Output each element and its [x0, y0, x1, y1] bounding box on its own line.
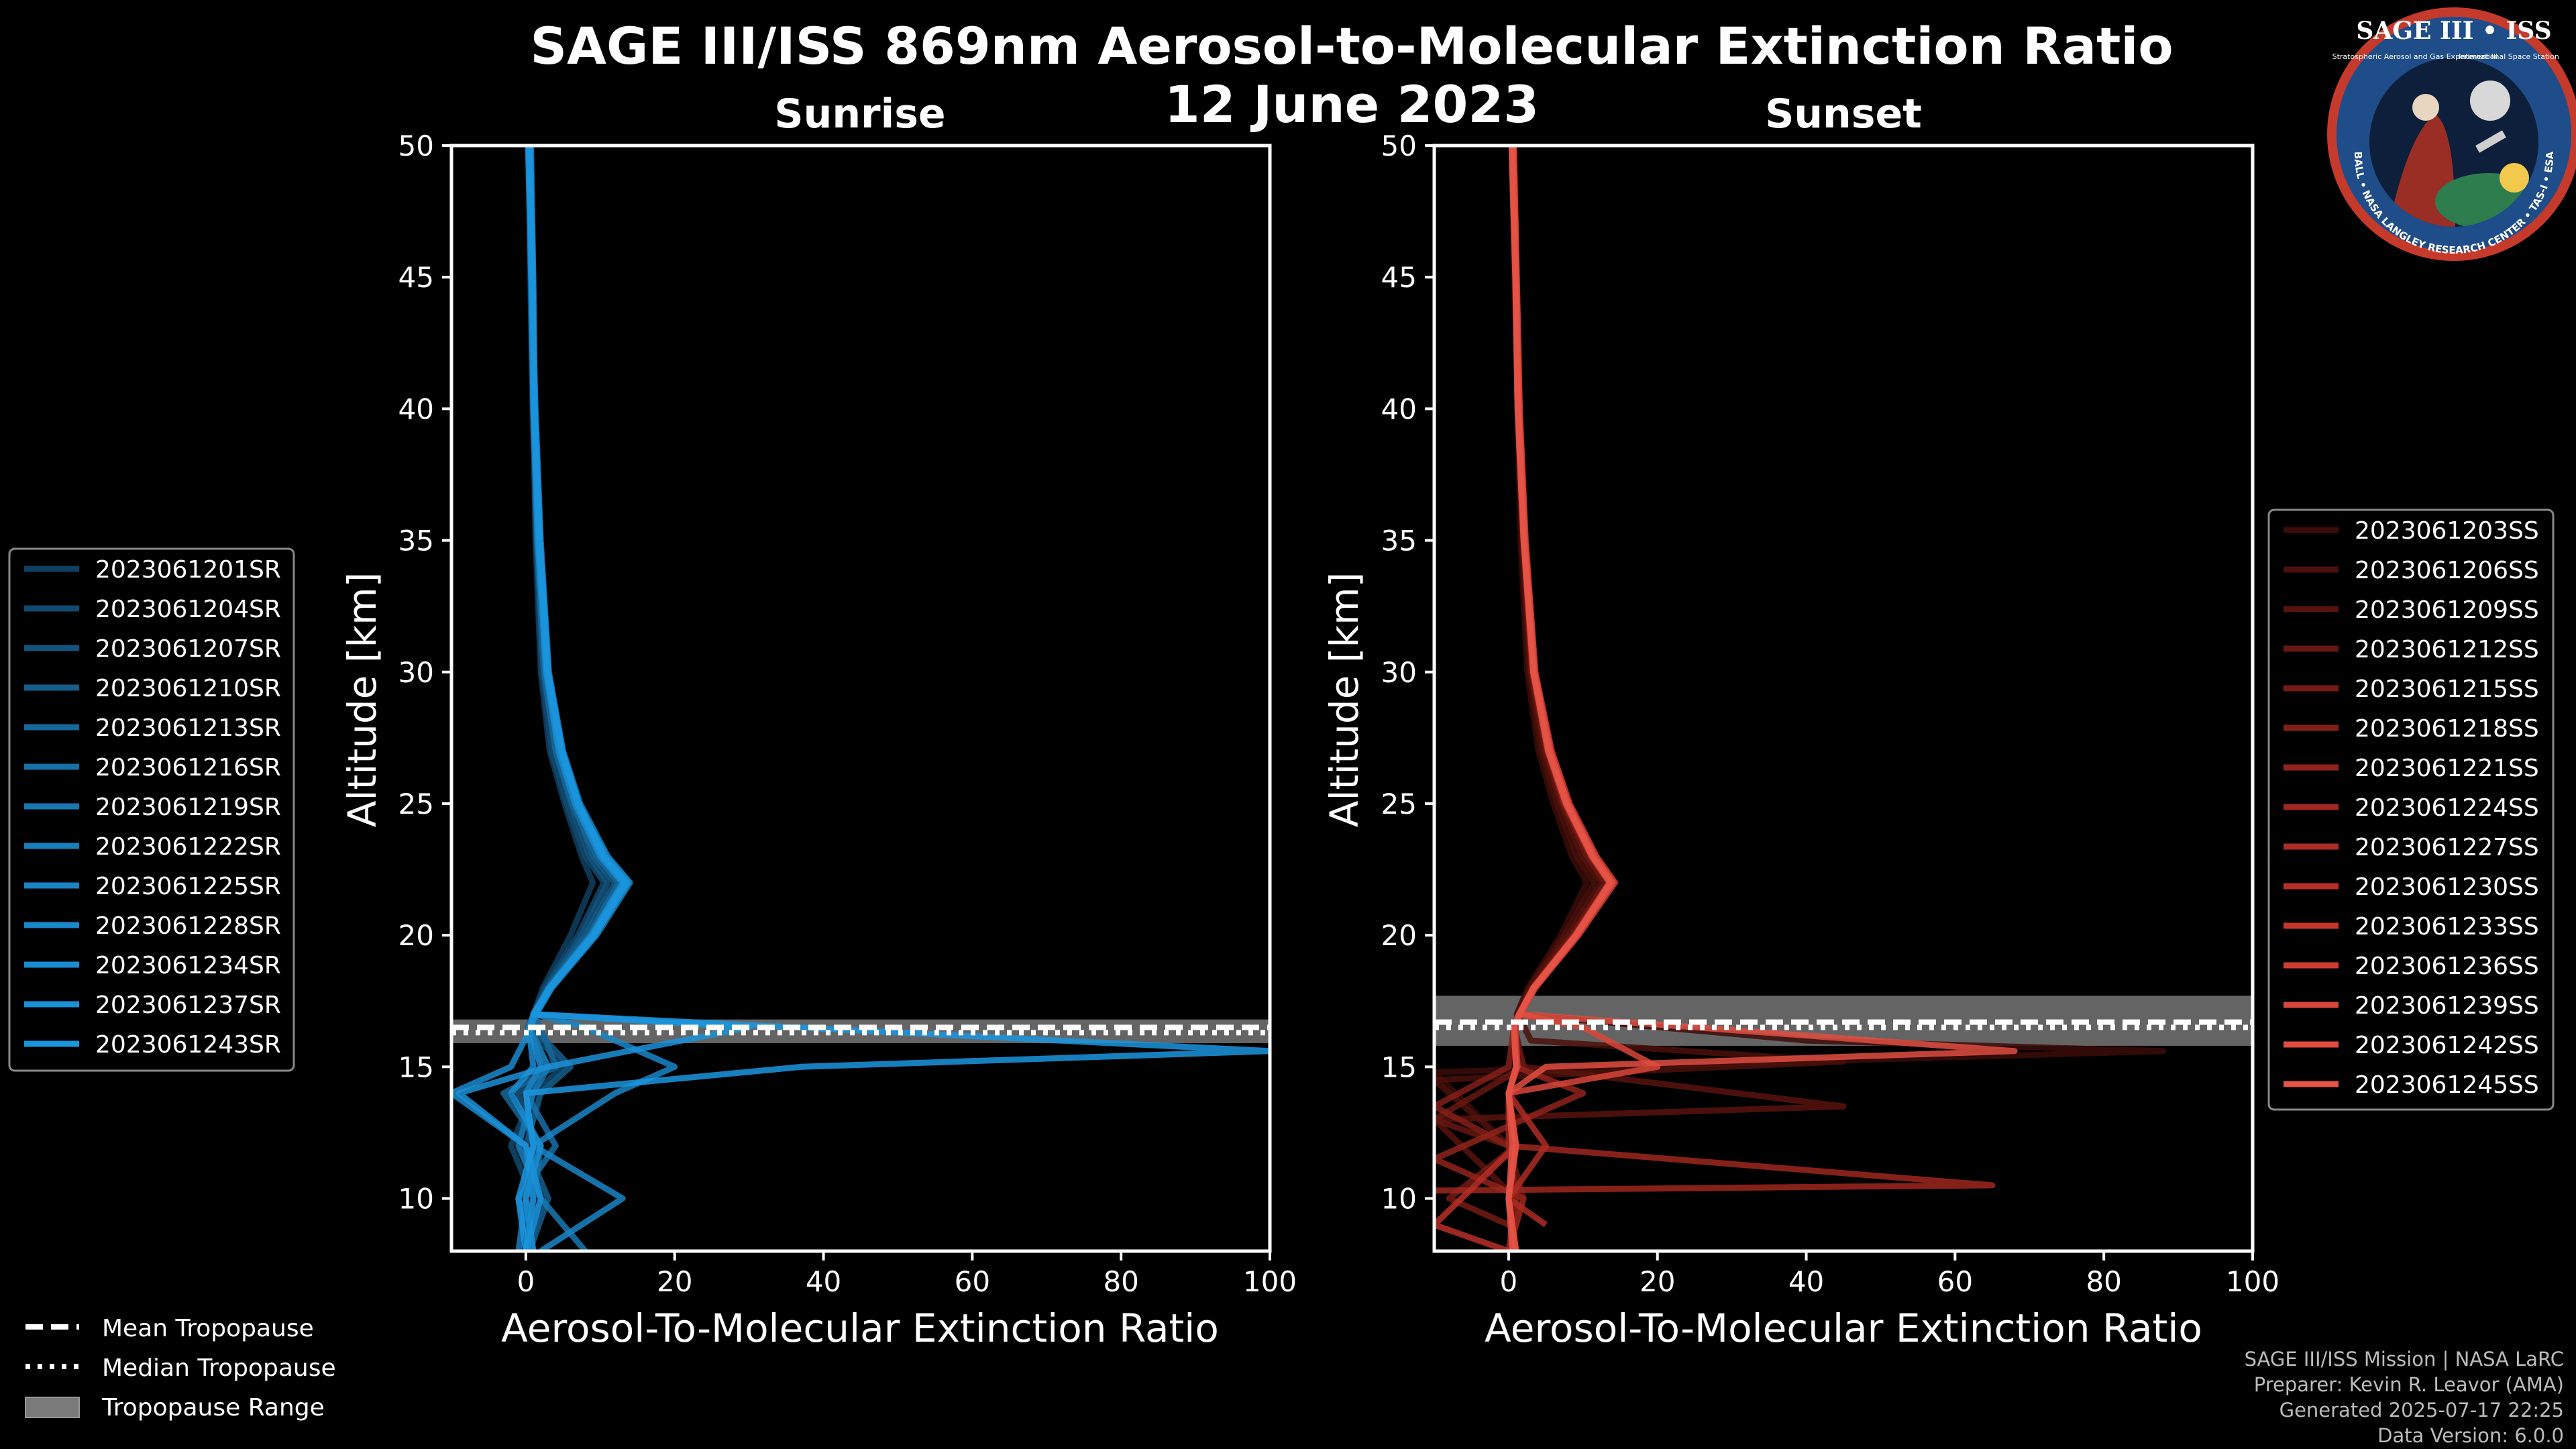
- logo-title: SAGE III • ISS: [2356, 17, 2551, 45]
- sunset-axes-frame: [1432, 144, 2255, 1253]
- credit-line: Data Version: 6.0.0: [2377, 1424, 2564, 1447]
- x-tick-label: 0: [517, 1265, 535, 1298]
- sunrise-legend: 2023061201SR 2023061204SR 2023061207SR 2023…: [8, 547, 295, 1072]
- y-tick-label: 45: [398, 261, 434, 294]
- legend-entry-label: 2023061225SR: [95, 873, 281, 900]
- x-tick-label: 0: [1500, 1265, 1518, 1298]
- legend-entry-label: 2023061227SS: [2355, 834, 2539, 861]
- legend-entry-label: 2023061201SR: [95, 556, 281, 584]
- sunrise-series-group: [451, 146, 1270, 1251]
- y-tick-label: 30: [1381, 656, 1417, 689]
- sunset-panel-title: Sunset: [1765, 91, 1922, 138]
- moon-icon: [2470, 80, 2510, 121]
- mission-logo: SAGE III • ISS Stratospheric Aerosol and…: [2327, 7, 2576, 261]
- median-tropopause-label: Median Tropopause: [102, 1354, 336, 1382]
- y-tick-label: 50: [1381, 129, 1417, 162]
- legend-entry-label: 2023061219SR: [95, 794, 281, 821]
- legend-entry-label: 2023061207SR: [95, 635, 281, 663]
- wizard-head-icon: [2412, 94, 2439, 121]
- credits: SAGE III/ISS Mission | NASA LaRC Prepare…: [2245, 1348, 2564, 1447]
- sunset-x-axis-label: Aerosol-To-Molecular Extinction Ratio: [1485, 1305, 2202, 1351]
- x-tick-label: 80: [2086, 1265, 2121, 1298]
- sunrise-legend-frame: [8, 547, 295, 1072]
- y-tick-label: 20: [1381, 919, 1417, 952]
- y-tick-label: 30: [398, 656, 434, 689]
- legend-entry-label: 2023061206SS: [2355, 557, 2539, 584]
- x-tick-label: 40: [806, 1265, 841, 1298]
- legend-entry-label: 2023061216SR: [95, 754, 281, 782]
- legend-entry-label: 2023061234SR: [95, 952, 281, 979]
- y-tick-label: 40: [398, 392, 434, 425]
- mean-tropopause-label: Mean Tropopause: [102, 1315, 314, 1342]
- tropopause-legend: Mean Tropopause Median Tropopause Tropop…: [25, 1315, 336, 1421]
- legend-entry-label: 2023061233SS: [2355, 913, 2539, 941]
- sunrise-panel: Sunrise Aerosol-To-Molecular Extinction …: [339, 91, 1297, 1351]
- logo-scene: [2388, 80, 2538, 227]
- sunset-legend-frame: [2267, 508, 2555, 1111]
- series-line-2023061245SS: [1505, 146, 1613, 1251]
- x-tick-label: 100: [1243, 1265, 1297, 1298]
- y-tick-label: 50: [398, 129, 434, 162]
- x-tick-label: 40: [1788, 1265, 1824, 1298]
- sun-icon: [2500, 163, 2529, 193]
- sunset-series-group: [1434, 146, 2167, 1251]
- figure-date: 12 June 2023: [1165, 74, 1539, 134]
- legend-entry-label: 2023061221SS: [2355, 755, 2539, 782]
- legend-entry-label: 2023061239SS: [2355, 992, 2539, 1020]
- y-tick-label: 25: [1381, 788, 1417, 820]
- legend-entry-label: 2023061242SS: [2355, 1032, 2539, 1059]
- legend-entry-label: 2023061230SS: [2355, 873, 2539, 901]
- legend-entry-label: 2023061228SR: [95, 912, 281, 940]
- x-tick-label: 60: [955, 1265, 990, 1298]
- y-tick-label: 10: [1381, 1183, 1417, 1216]
- credit-line: Generated 2025-07-17 22:25: [2279, 1399, 2564, 1421]
- legend-entry-label: 2023061218SS: [2355, 715, 2539, 743]
- space-station-icon: [2475, 130, 2506, 153]
- x-tick-label: 20: [1640, 1265, 1675, 1298]
- legend-entry-label: 2023061243SR: [95, 1031, 281, 1059]
- logo-station-label: International Space Station: [2459, 52, 2559, 61]
- sunrise-y-axis-label: Altitude [km]: [339, 572, 385, 827]
- sunrise-x-axis-label: Aerosol-To-Molecular Extinction Ratio: [501, 1305, 1219, 1351]
- legend-entry-label: 2023061212SS: [2355, 636, 2539, 663]
- logo-subtitle: Stratospheric Aerosol and Gas Experiment…: [2332, 52, 2498, 61]
- x-tick-label: 80: [1103, 1265, 1138, 1298]
- y-tick-label: 35: [1381, 525, 1417, 557]
- sunrise-axes-frame: [449, 144, 1272, 1253]
- legend-entry-label: 2023061210SR: [95, 675, 281, 702]
- y-tick-label: 15: [1381, 1051, 1417, 1083]
- y-tick-label: 40: [1381, 392, 1417, 425]
- y-tick-label: 10: [398, 1183, 434, 1216]
- tropopause-range-swatch: [25, 1397, 80, 1418]
- legend-entry-label: 2023061236SS: [2355, 953, 2539, 980]
- sunset-panel: Sunset Aerosol-To-Molecular Extinction R…: [1322, 91, 2279, 1351]
- series-line-2023061243SR: [515, 146, 1270, 1251]
- y-tick-label: 45: [1381, 261, 1417, 294]
- legend-entry-label: 2023061237SR: [95, 991, 281, 1019]
- y-tick-label: 35: [398, 525, 434, 557]
- y-tick-label: 20: [398, 919, 434, 952]
- legend-entry-label: 2023061224SS: [2355, 794, 2539, 822]
- sunrise-panel-title: Sunrise: [774, 91, 945, 138]
- legend-entry-label: 2023061204SR: [95, 596, 281, 623]
- x-tick-label: 60: [1937, 1265, 1973, 1298]
- legend-entry-label: 2023061222SR: [95, 833, 281, 861]
- sunset-legend: 2023061203SS 2023061206SS 2023061209SS 2023…: [2267, 508, 2555, 1111]
- x-tick-label: 20: [657, 1265, 692, 1298]
- y-tick-label: 15: [398, 1051, 434, 1083]
- y-tick-label: 25: [398, 788, 434, 820]
- legend-entry-label: 2023061203SS: [2355, 517, 2539, 545]
- x-tick-label: 100: [2226, 1265, 2279, 1298]
- legend-entry-label: 2023061245SS: [2355, 1071, 2539, 1099]
- credit-line: Preparer: Kevin R. Leavor (AMA): [2254, 1373, 2564, 1396]
- sunset-y-axis-label: Altitude [km]: [1322, 572, 1367, 827]
- legend-entry-label: 2023061213SR: [95, 714, 281, 742]
- figure-title: SAGE III/ISS 869nm Aerosol-to-Molecular …: [530, 16, 2173, 76]
- tropopause-range-label: Tropopause Range: [101, 1394, 325, 1421]
- legend-entry-label: 2023061215SS: [2355, 676, 2539, 703]
- legend-entry-label: 2023061209SS: [2355, 596, 2539, 624]
- credit-line: SAGE III/ISS Mission | NASA LaRC: [2245, 1348, 2564, 1371]
